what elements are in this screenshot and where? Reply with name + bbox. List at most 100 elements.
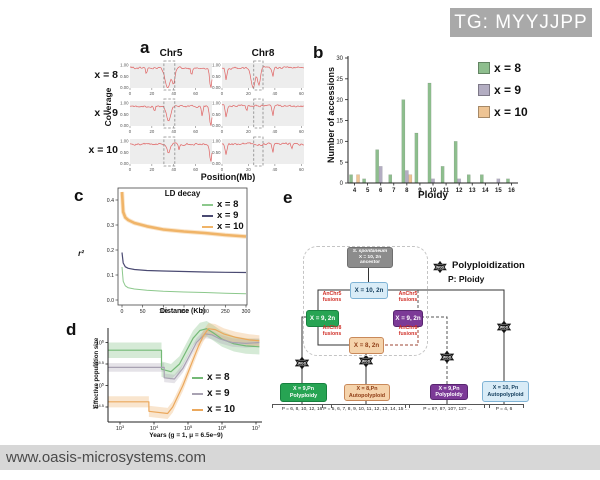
svg-text:WGD: WGD — [500, 325, 509, 329]
panel-d-legend-item-x8: x = 8 — [192, 372, 230, 383]
fusion-label-anchr5-left: AnChr5 fusions — [320, 291, 344, 304]
node-x10-2n: X = 10, 2n — [350, 282, 388, 299]
polyploidization-star-icon: WGD — [433, 260, 447, 274]
coverage-subplot-chr8-x=10: 1.00 0.50 0.000 20 40 60 — [212, 136, 304, 172]
ploidy-list-purple: P = 6?, 8?, 10?, 12? ... — [405, 404, 490, 412]
svg-text:60: 60 — [299, 91, 304, 96]
svg-text:15: 15 — [336, 119, 343, 125]
svg-text:60: 60 — [193, 91, 198, 96]
svg-text:WGD: WGD — [362, 359, 371, 363]
panel-c-legend-item-x10: x = 10 — [202, 221, 244, 232]
svg-text:105: 105 — [184, 424, 193, 432]
leaf-line2: Polyploidy — [289, 392, 318, 399]
svg-text:106: 106 — [96, 338, 105, 346]
leaf-x8-autopolyploid: X = 8,Pn Autopolyploid — [344, 384, 390, 401]
svg-text:40: 40 — [273, 129, 278, 134]
svg-text:60: 60 — [193, 167, 198, 172]
website-watermark-bar: www.oasis-microsystems.com — [0, 445, 600, 470]
leaf-line1: X = 8,Pn — [356, 386, 378, 393]
svg-text:103: 103 — [116, 424, 125, 432]
svg-text:40: 40 — [171, 167, 176, 172]
polyploidization-star-icon: WGD — [439, 350, 455, 364]
polyploidization-star-icon: WGD — [496, 320, 512, 334]
watermark-banner: TG: MYYJJPP — [450, 8, 592, 37]
svg-text:6: 6 — [379, 188, 383, 194]
node-x9-2n-purple: X = 9, 2n — [393, 310, 423, 327]
fusion-chr: AnChr8 — [322, 325, 342, 331]
panel-d-ne-chart: 106 105.5 105 104.5 103 104 105 106 107 — [92, 321, 262, 432]
legend-label-x9: x = 9 — [217, 210, 239, 221]
panel-d-legend-item-x10: x = 10 — [192, 404, 235, 415]
panel-b-y-axis-label: Number of accessions — [326, 66, 336, 164]
node-x8-2n: X = 8, 2n — [349, 337, 384, 354]
legend-line-x9 — [202, 214, 213, 217]
svg-text:20: 20 — [246, 91, 251, 96]
svg-text:13: 13 — [469, 188, 476, 194]
leaf-x9-polyploidy-purple: X = 9,Pn Polyploidy — [430, 384, 468, 400]
leaf-x10-autopolyploid: X = 10, Pn Autopolyploid — [482, 381, 529, 402]
fusion-label-anchr5-right: AnChr5 fusions — [396, 291, 420, 304]
svg-text:40: 40 — [273, 91, 278, 96]
fusion-word: fusions — [398, 330, 418, 337]
fusion-chr: AnChr5 — [398, 291, 418, 297]
panel-b-legend-item-x10: x = 10 — [478, 105, 528, 119]
coverage-subplot-chr5-x=8: 1.00 0.50 0.000 20 40 60 — [120, 60, 213, 96]
svg-text:0.00: 0.00 — [120, 161, 129, 166]
svg-text:0.50: 0.50 — [120, 74, 129, 79]
svg-text:11: 11 — [443, 188, 450, 194]
legend-label-x8: x = 8 — [494, 61, 522, 75]
legend-swatch-x10 — [478, 106, 490, 118]
fusion-chr: AnChr8 — [398, 325, 418, 331]
svg-text:100: 100 — [159, 309, 168, 315]
panel-c-x-axis-label: Distance (Kb) — [159, 308, 206, 315]
fusion-chr: AnChr5 — [322, 291, 342, 297]
svg-text:0.1: 0.1 — [107, 273, 114, 279]
svg-text:9: 9 — [418, 188, 422, 194]
svg-text:40: 40 — [171, 129, 176, 134]
svg-text:0.00: 0.00 — [120, 123, 129, 128]
panel-d-legend-item-x9: x = 9 — [192, 388, 230, 399]
panel-d-y-axis-label: Effective population size — [94, 337, 100, 409]
svg-text:60: 60 — [193, 129, 198, 134]
panel-a-row-label-x9: x = 9 — [94, 107, 118, 119]
coverage-subplot-chr8-x=8: 1.00 0.50 0.000 20 40 60 — [212, 60, 304, 96]
svg-text:150: 150 — [180, 309, 189, 315]
panel-a-row-label-x10: x = 10 — [88, 144, 119, 156]
panel-e-label: e — [283, 188, 293, 207]
svg-text:200: 200 — [200, 309, 209, 315]
svg-text:10: 10 — [430, 188, 437, 194]
panel-c-title: LD decay — [164, 189, 201, 198]
svg-text:4: 4 — [353, 188, 357, 194]
svg-text:20: 20 — [149, 91, 154, 96]
svg-text:7: 7 — [392, 188, 396, 194]
svg-text:WGD: WGD — [436, 265, 445, 269]
svg-text:25: 25 — [336, 77, 343, 83]
leaf-line1: X = 9,Pn — [438, 385, 460, 392]
legend-line-x8 — [202, 203, 213, 206]
polyploidization-star-icon: WGD — [358, 354, 374, 368]
panel-b-legend-item-x8: x = 8 — [478, 61, 521, 75]
node-x9-2n-purple-text: X = 9, 2n — [395, 315, 421, 322]
leaf-x9-polyploidy-green: X = 9,Pn Polyploidy — [280, 383, 327, 402]
svg-text:5: 5 — [340, 160, 344, 166]
legend-label-x8: x = 8 — [217, 199, 239, 210]
svg-text:0: 0 — [221, 91, 224, 96]
leaf-line2: Autopolyploid — [348, 392, 386, 399]
legend-label-x8: x = 8 — [207, 372, 230, 383]
panel-a-chr5-title: Chr5 — [159, 48, 183, 59]
svg-text:0.0: 0.0 — [107, 298, 114, 304]
svg-text:0.00: 0.00 — [212, 161, 221, 166]
legend-line-x8 — [192, 376, 203, 379]
fusion-word: fusions — [398, 296, 418, 303]
ancestor-karyotype: X = 10, 2n — [358, 254, 382, 260]
svg-text:0: 0 — [129, 167, 132, 172]
svg-text:105.5: 105.5 — [92, 360, 104, 368]
svg-text:1.00: 1.00 — [120, 139, 129, 144]
svg-text:104: 104 — [150, 424, 159, 432]
svg-text:300: 300 — [242, 309, 251, 315]
svg-text:20: 20 — [336, 98, 343, 104]
polyploidization-legend-label: Polyploidization — [452, 260, 525, 271]
fusion-word: fusions — [322, 330, 342, 337]
svg-text:50: 50 — [140, 309, 146, 315]
